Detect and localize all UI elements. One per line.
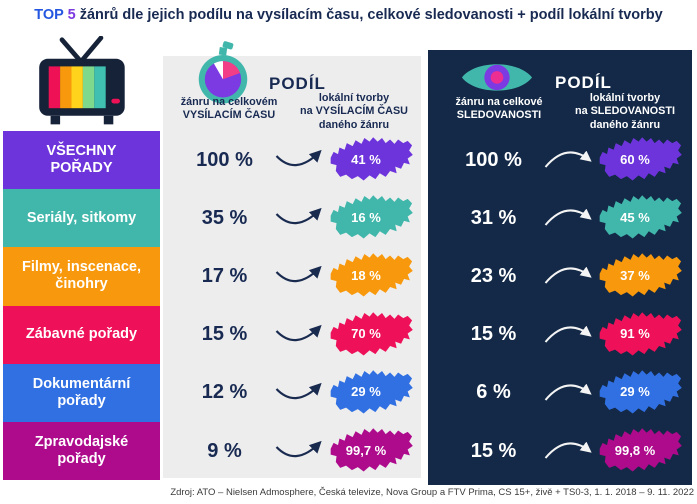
genre-label: Filmy, inscenace, činohry xyxy=(21,259,141,293)
watch-row: 15 % 91 % xyxy=(428,306,692,364)
time-share-value: 9 % xyxy=(207,439,242,462)
time-row: 100 % 41 % xyxy=(163,131,421,189)
watch-rows: 100 % 60 % 31 % 45 % 23 % 37 % 15 % 91 % xyxy=(428,131,692,480)
watch-share-value: 6 % xyxy=(476,381,511,404)
curved-arrow-icon xyxy=(541,146,596,174)
watch-share-value: 15 % xyxy=(470,323,517,346)
curved-arrow-icon xyxy=(272,379,327,407)
curved-arrow-icon xyxy=(272,146,327,174)
time-local-value: 70 % xyxy=(351,326,381,342)
curved-arrow-icon xyxy=(541,262,596,290)
watch-share-value: 15 % xyxy=(470,439,517,462)
time-rows: 100 % 41 % 35 % 16 % 17 % 18 % 15 % 70 % xyxy=(163,131,421,480)
time-share-value: 17 % xyxy=(201,264,248,287)
watch-panel-heading: PODÍL xyxy=(555,73,612,92)
watch-share-header: žánru na celkové SLEDOVANOSTI xyxy=(455,96,543,122)
stopwatch-icon xyxy=(195,41,251,111)
genre-label: Seriály, sitkomy xyxy=(26,209,137,226)
curved-arrow-icon xyxy=(541,321,596,349)
czech-map: 70 % xyxy=(327,308,415,362)
czech-map: 91 % xyxy=(596,308,684,362)
curved-arrow-icon xyxy=(541,379,596,407)
time-local-value: 18 % xyxy=(351,267,381,283)
watch-row: 6 % 29 % xyxy=(428,364,692,422)
watch-local-header: lokální tvorby na SLEDOVANOSTI daného žá… xyxy=(575,92,675,131)
czech-map: 16 % xyxy=(327,191,415,245)
title-five: 5 xyxy=(67,7,76,23)
genre-label: VŠECHNY POŘADY xyxy=(46,142,117,177)
curved-arrow-icon xyxy=(541,437,596,465)
time-share-value: 35 % xyxy=(201,206,248,229)
eye-icon xyxy=(460,57,534,98)
czech-map: 41 % xyxy=(327,133,415,187)
watch-share-value: 23 % xyxy=(470,264,517,287)
time-share-header: žánru na celkovém VYSÍLACÍM ČASU xyxy=(180,96,278,122)
curved-arrow-icon xyxy=(272,321,327,349)
czech-map: 37 % xyxy=(596,249,684,303)
genre-row: Filmy, inscenace, činohry xyxy=(3,247,160,306)
watch-row: 23 % 37 % xyxy=(428,247,692,305)
watch-local-value: 29 % xyxy=(620,384,650,400)
time-local-value: 99,7 % xyxy=(345,442,387,458)
page-title: TOP 5 žánrů dle jejich podílu na vysílac… xyxy=(0,7,697,23)
czech-map: 99,7 % xyxy=(327,424,415,478)
czech-map: 60 % xyxy=(596,133,684,187)
watch-row: 100 % 60 % xyxy=(428,131,692,189)
czech-map: 18 % xyxy=(327,249,415,303)
genre-row: VŠECHNY POŘADY xyxy=(3,131,160,190)
time-row: 17 % 18 % xyxy=(163,247,421,305)
title-rest: žánrů dle jejich podílu na vysílacím čas… xyxy=(75,7,663,23)
watch-local-value: 60 % xyxy=(620,151,650,167)
time-row: 12 % 29 % xyxy=(163,364,421,422)
genre-label: Zpravodajské pořady xyxy=(34,433,129,468)
curved-arrow-icon xyxy=(272,437,327,465)
curved-arrow-icon xyxy=(272,262,327,290)
czech-map: 45 % xyxy=(596,191,684,245)
watch-share-value: 31 % xyxy=(470,206,517,229)
watch-row: 15 % 99,8 % xyxy=(428,422,692,480)
czech-map: 99,8 % xyxy=(596,424,684,478)
time-row: 35 % 16 % xyxy=(163,189,421,247)
time-share-value: 100 % xyxy=(196,148,253,171)
time-share-value: 12 % xyxy=(201,381,248,404)
source-note: Zdroj: ATO – Nielsen Admosphere, Česká t… xyxy=(170,487,694,498)
watch-share-value: 100 % xyxy=(465,148,522,171)
curved-arrow-icon xyxy=(272,204,327,232)
watch-row: 31 % 45 % xyxy=(428,189,692,247)
watch-local-value: 91 % xyxy=(620,326,650,342)
tv-icon xyxy=(24,35,138,131)
czech-map: 29 % xyxy=(327,366,415,420)
genre-row: Zpravodajské pořady xyxy=(3,421,160,481)
curved-arrow-icon xyxy=(541,204,596,232)
time-local-value: 29 % xyxy=(351,384,381,400)
time-local-value: 41 % xyxy=(351,151,381,167)
time-local-value: 16 % xyxy=(351,209,381,225)
watch-local-value: 45 % xyxy=(620,209,650,225)
time-local-header: lokální tvorby na VYSÍLACÍM ČASU daného … xyxy=(300,92,408,131)
genre-row: Dokumentární pořady xyxy=(3,363,160,422)
czech-map: 29 % xyxy=(596,366,684,420)
time-share-value: 15 % xyxy=(201,323,248,346)
broadcast-time-panel: PODÍL žánru na celkovém VYSÍLACÍM ČASU l… xyxy=(163,41,421,480)
genre-row: Seriály, sitkomy xyxy=(3,189,160,248)
viewership-panel: PODÍL žánru na celkové SLEDOVANOSTI loká… xyxy=(428,50,692,485)
time-row: 9 % 99,7 % xyxy=(163,422,421,480)
watch-local-value: 37 % xyxy=(620,267,650,283)
genre-row: Zábavné pořady xyxy=(3,305,160,364)
watch-local-value: 99,8 % xyxy=(614,442,656,458)
genre-label: Zábavné pořady xyxy=(25,326,138,343)
genre-list: VŠECHNY POŘADY Seriály, sitkomy Filmy, i… xyxy=(3,131,160,481)
title-top: TOP xyxy=(34,7,64,23)
time-panel-heading: PODÍL xyxy=(269,74,326,93)
genre-label: Dokumentární pořady xyxy=(32,375,131,409)
time-row: 15 % 70 % xyxy=(163,306,421,364)
